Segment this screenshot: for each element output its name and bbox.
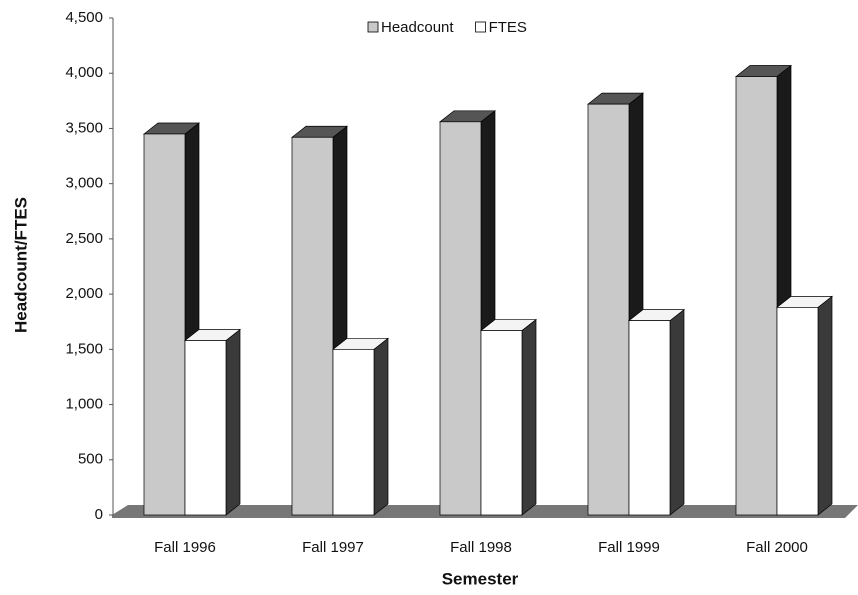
bar [332,348,375,516]
y-tick-label: 1,500 [65,340,103,357]
y-tick-label: 0 [95,506,103,523]
bar-side [521,318,537,516]
y-tick-label: 2,000 [65,285,103,302]
y-tick-label: 3,000 [65,175,103,192]
bar [143,133,186,516]
y-tick-label: 2,500 [65,230,103,247]
y-tick-label: 4,000 [65,64,103,81]
bar [480,330,523,516]
bar [735,76,778,516]
x-axis-title: Semester [442,569,519,588]
x-tick-label: Fall 1999 [598,539,660,556]
bar [587,103,630,516]
y-axis-title: Headcount/FTES [11,197,30,333]
bar [628,320,671,516]
legend-label: Headcount [381,19,454,36]
x-tick-label: Fall 1996 [154,539,216,556]
y-tick-label: 3,500 [65,119,103,136]
legend-label: FTES [489,19,527,36]
y-tick-label: 1,000 [65,396,103,413]
x-tick-label: Fall 1998 [450,539,512,556]
bar-side [225,328,241,516]
x-tick-label: Fall 2000 [746,539,808,556]
y-tick-label: 4,500 [65,9,103,26]
bar-side [669,308,685,516]
bar [776,307,819,516]
bar-side [817,295,833,516]
y-tick-label: 500 [78,451,103,468]
legend-swatch [475,21,486,33]
legend-swatch [367,21,379,33]
x-tick-label: Fall 1997 [302,539,364,556]
bar-side [373,337,389,516]
bar [184,340,227,516]
bar [439,121,482,516]
bar [291,136,334,516]
